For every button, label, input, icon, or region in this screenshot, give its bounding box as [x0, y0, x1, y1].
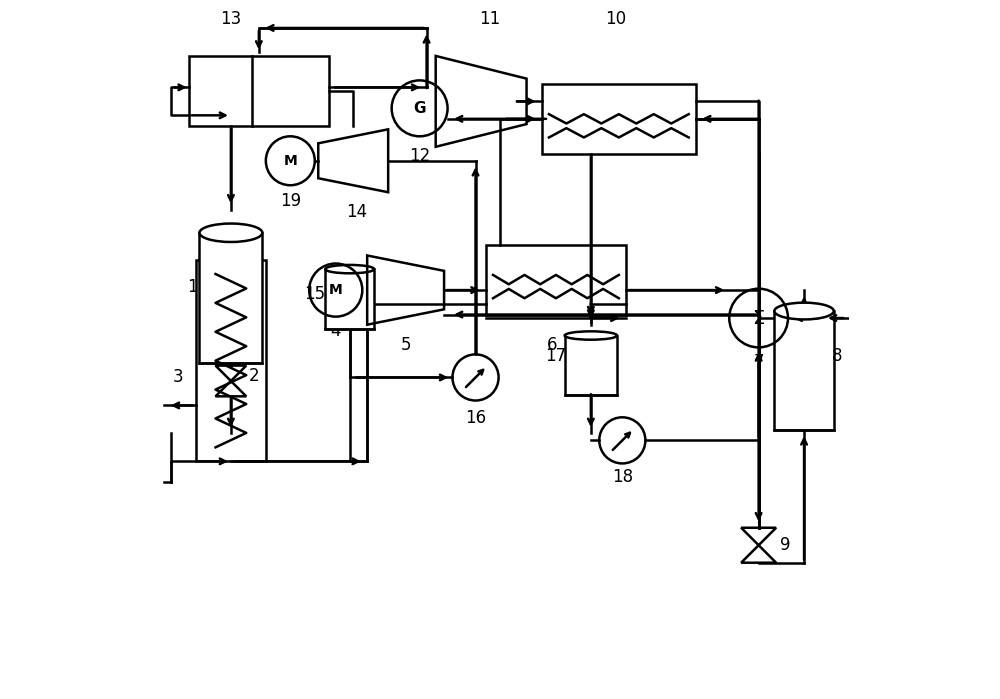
Text: 15: 15 [304, 284, 325, 303]
Text: G: G [413, 101, 426, 116]
Text: 10: 10 [605, 10, 626, 28]
Text: 17: 17 [545, 347, 566, 366]
Bar [486, 245, 626, 315]
Text: 4: 4 [330, 322, 341, 340]
Text: 6: 6 [547, 336, 558, 354]
Bar [189, 56, 329, 126]
Text: 9: 9 [780, 536, 790, 554]
Ellipse shape [325, 265, 374, 273]
Text: 5: 5 [400, 336, 411, 354]
Ellipse shape [774, 303, 834, 319]
Text: 16: 16 [465, 409, 486, 427]
Text: 12: 12 [409, 147, 430, 165]
Text: 3: 3 [173, 368, 184, 387]
Text: 13: 13 [220, 10, 242, 28]
Text: M: M [329, 283, 343, 297]
Text: 18: 18 [612, 468, 633, 487]
Text: 8: 8 [832, 347, 843, 366]
Text: 14: 14 [346, 203, 367, 221]
Ellipse shape [565, 331, 617, 340]
Bar [196, 260, 266, 461]
Ellipse shape [199, 224, 262, 242]
Text: 11: 11 [479, 10, 500, 28]
Bar [542, 84, 696, 154]
Text: 2: 2 [248, 367, 259, 385]
Text: 19: 19 [280, 192, 301, 210]
Bar [199, 233, 262, 363]
Text: Σ: Σ [753, 308, 765, 328]
Text: 1: 1 [187, 278, 198, 296]
Text: 7: 7 [753, 353, 764, 371]
Text: M: M [283, 154, 297, 168]
Bar [565, 336, 617, 395]
Bar [325, 269, 374, 329]
Bar [774, 311, 834, 430]
